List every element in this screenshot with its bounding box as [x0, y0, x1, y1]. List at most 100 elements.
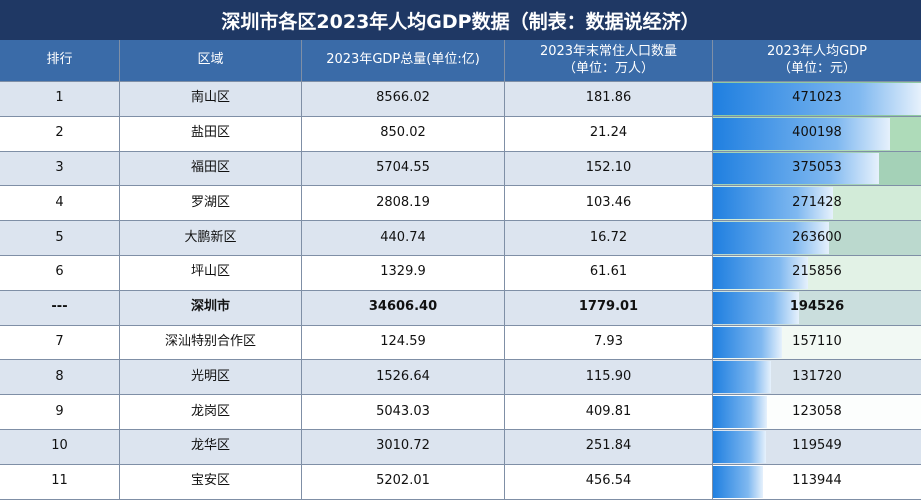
cell: 124.59 — [302, 325, 505, 360]
cell-text: 2808.19 — [376, 194, 430, 210]
cell: 1 — [0, 82, 120, 116]
cell-text: 103.46 — [585, 194, 632, 210]
cell: 61.61 — [505, 255, 713, 290]
cell-text: 456.54 — [585, 473, 632, 489]
cell-text: 9 — [55, 403, 64, 419]
cell-text: 7 — [55, 334, 64, 350]
data-bar — [713, 83, 921, 115]
cell-text: 157110 — [792, 334, 842, 350]
data-bar — [713, 291, 799, 324]
cell-text: 6 — [55, 264, 64, 280]
cell: 坪山区 — [120, 255, 302, 290]
cell: 7 — [0, 325, 120, 360]
header-text: 排行 — [46, 52, 73, 68]
cell: 7.93 — [505, 325, 713, 360]
data-row: 2 盐田区 850.02 21.24 400198 — [0, 116, 921, 152]
cell-text: 61.61 — [589, 264, 628, 280]
cell-text: 119549 — [792, 438, 842, 454]
header-cell: 2023年人均GDP （单位：元） — [713, 40, 921, 81]
title: 深圳市各区2023年人均GDP数据（制表：数据说经济） — [0, 0, 921, 40]
cell: 10 — [0, 429, 120, 464]
cell-text: 471023 — [792, 90, 842, 106]
cell-text: 1526.64 — [376, 368, 430, 384]
cell-text: 409.81 — [585, 403, 632, 419]
data-bar — [713, 117, 890, 150]
cell: 850.02 — [302, 116, 505, 151]
cell-text: 263600 — [792, 229, 842, 245]
cell-text: 盐田区 — [190, 125, 230, 141]
cell: 福田区 — [120, 151, 302, 186]
cell: 181.86 — [505, 82, 713, 116]
cell-text: 坪山区 — [190, 264, 230, 280]
table: 排行 区域 2023年GDP总量(单位:亿) 2023年末常住人口数量 （单位：万人） 2… — [0, 40, 921, 500]
cell-text: 3 — [55, 160, 64, 176]
gdp-cell: 375053 — [713, 151, 921, 186]
cell: 8 — [0, 360, 120, 395]
cell-text: 115.90 — [585, 368, 632, 384]
cell-text: 400198 — [792, 125, 842, 141]
cell-text: 5704.55 — [376, 160, 430, 176]
cell: 深汕特别合作区 — [120, 325, 302, 360]
data-row: 6 坪山区 1329.9 61.61 215856 — [0, 255, 921, 291]
cell-text: 1779.01 — [578, 299, 639, 315]
gdp-cell: 123058 — [713, 395, 921, 429]
data-bar — [713, 326, 783, 359]
cell-text: 1 — [55, 90, 64, 106]
cell-text: 16.72 — [589, 229, 628, 245]
cell-text: 5202.01 — [376, 473, 430, 489]
cell-text: 271428 — [792, 194, 842, 210]
gdp-cell: 263600 — [713, 221, 921, 255]
cell: 4 — [0, 186, 120, 221]
cell: 2 — [0, 116, 120, 151]
cell: 456.54 — [505, 464, 713, 499]
cell-text: 8 — [55, 368, 64, 384]
gdp-cell: 271428 — [713, 186, 921, 221]
cell-text: 251.84 — [585, 438, 632, 454]
cell: 21.24 — [505, 116, 713, 151]
gdp-cell: 400198 — [713, 116, 921, 151]
cell-text: 181.86 — [585, 90, 632, 106]
header-text: 2023年人均GDP — [766, 43, 867, 59]
gdp-cell: 119549 — [713, 430, 921, 464]
cell: 1329.9 — [302, 255, 505, 290]
cell: 251.84 — [505, 429, 713, 464]
cell: 1526.64 — [302, 360, 505, 395]
cell-text: 5 — [55, 229, 64, 245]
cell: 2808.19 — [302, 186, 505, 221]
cell-text: 123058 — [792, 403, 842, 419]
cell: 11 — [0, 464, 120, 499]
cell: 5043.03 — [302, 395, 505, 429]
cell-text: 罗湖区 — [190, 194, 230, 210]
data-row: --- 深圳市 34606.40 1779.01 194526 — [0, 290, 921, 326]
cell-text: 194526 — [789, 299, 845, 315]
cell-text: 131720 — [792, 368, 842, 384]
cell-text: 深汕特别合作区 — [164, 334, 256, 350]
cell: 8566.02 — [302, 82, 505, 116]
data-row: 3 福田区 5704.55 152.10 375053 — [0, 151, 921, 187]
cell-text: 5043.03 — [376, 403, 430, 419]
cell-text: 440.74 — [380, 229, 426, 245]
header-text: （单位：元） — [777, 60, 856, 76]
data-bar — [713, 187, 833, 220]
cell: 440.74 — [302, 221, 505, 255]
cell-text: 龙岗区 — [190, 403, 230, 419]
header-text: （单位：万人） — [562, 60, 654, 76]
data-bar — [713, 396, 768, 428]
cell-text: 850.02 — [380, 125, 426, 141]
data-row: 1 南山区 8566.02 181.86 471023 — [0, 82, 921, 117]
cell-text: 7.93 — [594, 334, 623, 350]
cell: 16.72 — [505, 221, 713, 255]
cell-text: --- — [51, 299, 68, 315]
cell-text: 375053 — [792, 160, 842, 176]
cell: 大鹏新区 — [120, 221, 302, 255]
data-bar — [713, 222, 830, 254]
cell-text: 8566.02 — [376, 90, 430, 106]
cell: 5 — [0, 221, 120, 255]
gdp-cell: 471023 — [713, 82, 921, 116]
cell: 3 — [0, 151, 120, 186]
header-text: 2023年末常住人口数量 — [539, 43, 678, 59]
header-cell: 区域 — [120, 40, 302, 81]
cell-text: 福田区 — [190, 160, 230, 176]
cell: 1779.01 — [505, 290, 713, 325]
